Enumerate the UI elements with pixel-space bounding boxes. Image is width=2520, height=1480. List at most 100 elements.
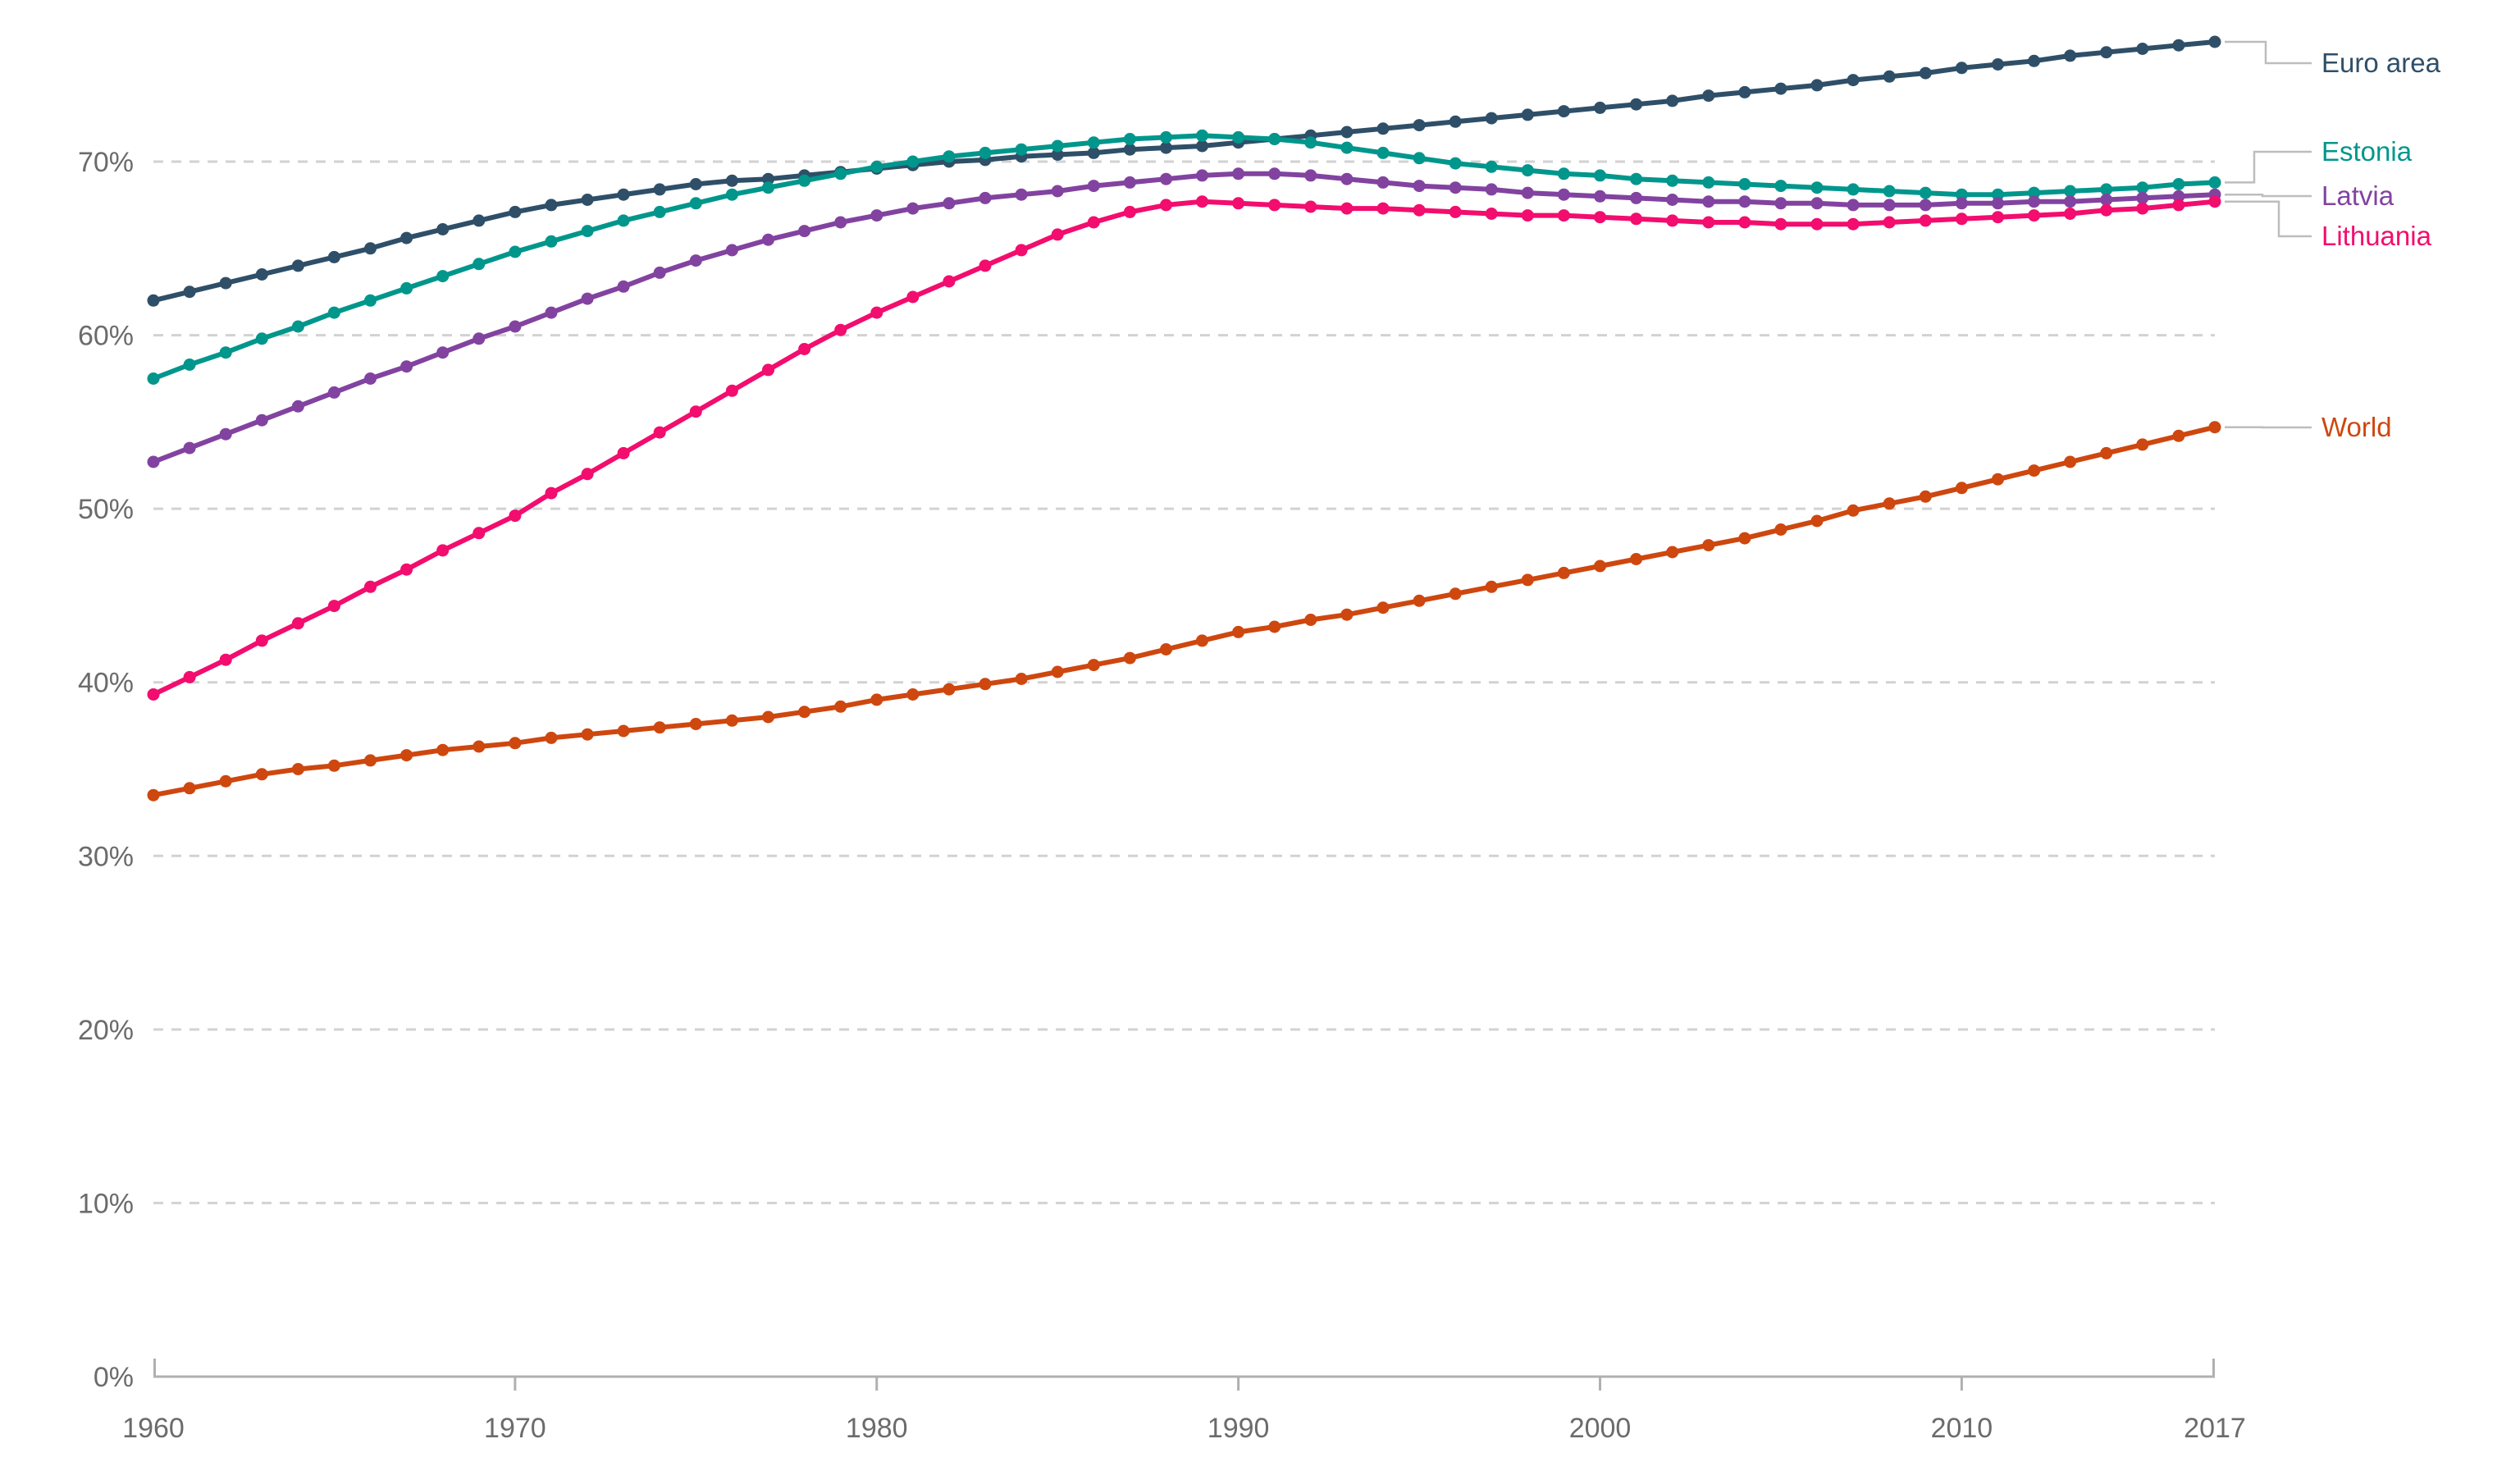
data-point-world-1961[interactable] [183, 782, 196, 795]
data-point-latvia-2011[interactable] [1992, 197, 2004, 210]
data-point-latvia-1981[interactable] [906, 202, 920, 215]
data-point-latvia-1988[interactable] [1160, 172, 1172, 185]
data-point-latvia-2007[interactable] [1847, 199, 1860, 212]
data-point-estonia-2008[interactable] [1883, 185, 1896, 198]
data-point-estonia-1992[interactable] [1304, 136, 1317, 149]
data-point-estonia-2013[interactable] [2064, 185, 2077, 198]
data-point-lithuania-2015[interactable] [2136, 202, 2149, 215]
data-point-latvia-1999[interactable] [1557, 188, 1570, 201]
data-point-euro-area-1987[interactable] [1123, 143, 1136, 156]
data-point-world-1979[interactable] [834, 700, 847, 713]
data-point-estonia-1973[interactable] [617, 214, 630, 227]
data-point-euro-area-2001[interactable] [1630, 98, 1643, 111]
series-euro-area[interactable] [147, 35, 2221, 307]
data-point-lithuania-1973[interactable] [617, 446, 630, 459]
data-point-latvia-1971[interactable] [545, 306, 558, 319]
data-point-estonia-1970[interactable] [509, 245, 522, 258]
data-point-world-2006[interactable] [1810, 514, 1824, 528]
data-point-latvia-2016[interactable] [2172, 190, 2185, 203]
data-point-euro-area-1985[interactable] [1051, 148, 1064, 161]
data-point-lithuania-1971[interactable] [545, 486, 558, 500]
data-point-lithuania-1968[interactable] [436, 544, 450, 557]
data-point-lithuania-1966[interactable] [364, 580, 377, 593]
data-point-latvia-1982[interactable] [943, 197, 956, 210]
data-point-euro-area-1994[interactable] [1376, 122, 1390, 135]
data-point-world-1997[interactable] [1485, 580, 1498, 593]
data-point-latvia-2012[interactable] [2028, 195, 2041, 208]
data-point-world-1987[interactable] [1123, 651, 1136, 665]
data-point-latvia-1968[interactable] [436, 346, 450, 359]
series-estonia[interactable] [147, 129, 2221, 385]
data-point-lithuania-1990[interactable] [1232, 197, 1245, 210]
data-point-estonia-2003[interactable] [1702, 176, 1715, 189]
data-point-estonia-1963[interactable] [255, 332, 268, 345]
data-point-world-1995[interactable] [1413, 594, 1426, 607]
data-point-world-1998[interactable] [1521, 573, 1534, 587]
data-point-world-2004[interactable] [1738, 532, 1751, 545]
data-point-estonia-1997[interactable] [1485, 160, 1498, 173]
data-point-estonia-2015[interactable] [2136, 181, 2149, 194]
data-point-world-1970[interactable] [509, 737, 522, 750]
data-point-world-2007[interactable] [1847, 504, 1860, 517]
data-point-world-1990[interactable] [1232, 625, 1245, 638]
data-point-world-2013[interactable] [2064, 455, 2077, 468]
data-point-lithuania-1969[interactable] [472, 527, 486, 540]
data-point-euro-area-1961[interactable] [183, 285, 196, 299]
series-world[interactable] [147, 421, 2221, 802]
data-point-euro-area-1974[interactable] [653, 183, 666, 196]
series-latvia[interactable] [147, 167, 2221, 468]
data-point-estonia-1983[interactable] [979, 146, 992, 159]
data-point-world-2016[interactable] [2172, 429, 2185, 442]
data-point-euro-area-1964[interactable] [291, 259, 304, 272]
data-point-lithuania-1962[interactable] [219, 653, 232, 666]
data-point-lithuania-2005[interactable] [1774, 217, 1787, 231]
data-point-lithuania-1980[interactable] [870, 306, 883, 319]
data-point-lithuania-2017[interactable] [2208, 195, 2221, 208]
data-point-euro-area-1973[interactable] [617, 188, 630, 201]
data-point-world-1994[interactable] [1376, 601, 1390, 614]
data-point-lithuania-2010[interactable] [1955, 212, 1968, 226]
data-point-lithuania-1998[interactable] [1521, 209, 1534, 222]
data-point-euro-area-1997[interactable] [1485, 112, 1498, 125]
data-point-estonia-1969[interactable] [472, 258, 486, 271]
data-point-world-1975[interactable] [689, 718, 702, 730]
data-point-euro-area-2005[interactable] [1774, 82, 1787, 95]
data-point-lithuania-1974[interactable] [653, 426, 666, 439]
data-point-euro-area-2004[interactable] [1738, 85, 1751, 98]
data-point-estonia-2007[interactable] [1847, 183, 1860, 196]
data-point-lithuania-1960[interactable] [147, 688, 160, 701]
data-point-lithuania-1992[interactable] [1304, 200, 1317, 213]
data-point-lithuania-1976[interactable] [725, 384, 738, 397]
data-point-lithuania-1985[interactable] [1051, 228, 1064, 241]
data-point-world-2001[interactable] [1630, 553, 1643, 565]
data-point-world-1967[interactable] [400, 749, 413, 762]
data-point-world-1989[interactable] [1196, 634, 1208, 647]
data-point-estonia-1985[interactable] [1051, 139, 1064, 153]
series-line-estonia[interactable] [151, 133, 2217, 381]
data-point-latvia-1986[interactable] [1087, 180, 1100, 193]
data-point-euro-area-1966[interactable] [364, 242, 377, 255]
data-point-world-1965[interactable] [327, 759, 340, 772]
data-point-euro-area-1963[interactable] [255, 268, 268, 281]
data-point-latvia-2008[interactable] [1883, 199, 1896, 212]
data-point-estonia-1961[interactable] [183, 359, 196, 371]
data-point-world-1999[interactable] [1557, 566, 1570, 579]
data-point-estonia-1960[interactable] [147, 372, 160, 385]
data-point-lithuania-1972[interactable] [581, 468, 594, 481]
data-point-world-1977[interactable] [762, 710, 774, 724]
data-point-lithuania-2012[interactable] [2028, 209, 2041, 222]
data-point-world-1982[interactable] [943, 683, 956, 696]
data-point-latvia-2002[interactable] [1666, 194, 1679, 206]
data-point-latvia-2015[interactable] [2136, 191, 2149, 204]
data-point-latvia-1966[interactable] [364, 372, 377, 385]
data-point-latvia-2004[interactable] [1738, 195, 1751, 208]
data-point-lithuania-2016[interactable] [2172, 199, 2185, 212]
data-point-lithuania-2013[interactable] [2064, 208, 2077, 220]
data-point-estonia-2009[interactable] [1919, 186, 1932, 199]
data-point-euro-area-1976[interactable] [725, 174, 738, 187]
data-point-estonia-1964[interactable] [291, 320, 304, 333]
data-point-estonia-1962[interactable] [219, 346, 232, 359]
data-point-world-1981[interactable] [906, 688, 920, 701]
data-point-euro-area-1969[interactable] [472, 214, 486, 227]
data-point-latvia-1994[interactable] [1376, 176, 1390, 189]
